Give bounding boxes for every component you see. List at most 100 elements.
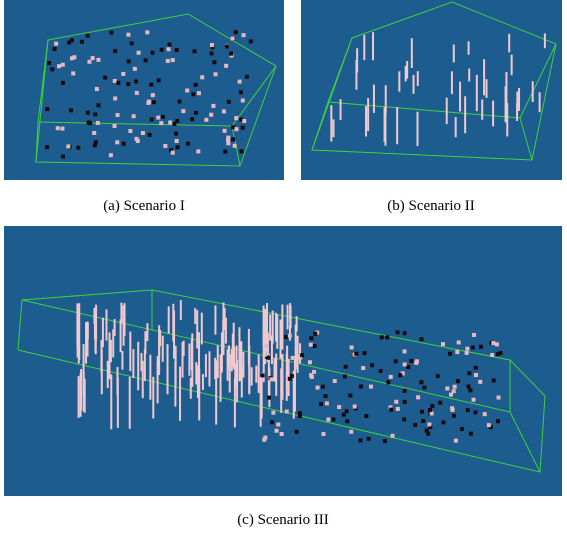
- particle: [175, 346, 177, 386]
- particle: [201, 313, 203, 345]
- particle: [96, 121, 100, 125]
- particle: [464, 96, 466, 133]
- particle: [96, 58, 100, 62]
- particle: [61, 81, 65, 85]
- particle: [403, 331, 407, 335]
- particle: [330, 105, 332, 141]
- particle: [152, 100, 156, 104]
- particle: [466, 408, 470, 412]
- particle: [345, 419, 349, 423]
- particle: [229, 52, 233, 56]
- particle: [354, 352, 358, 356]
- particle: [270, 420, 274, 424]
- particle: [405, 66, 407, 82]
- particle: [384, 109, 386, 145]
- particle: [95, 87, 99, 91]
- particle: [455, 117, 457, 137]
- particle: [287, 305, 289, 330]
- particle: [162, 336, 164, 362]
- particle: [413, 423, 417, 427]
- particle: [222, 303, 224, 356]
- particle: [137, 342, 139, 390]
- particle: [115, 140, 119, 144]
- particle: [220, 354, 222, 402]
- particle: [532, 81, 534, 102]
- particle: [229, 354, 231, 392]
- particle: [83, 372, 85, 412]
- particle: [76, 303, 78, 346]
- particle: [415, 359, 419, 363]
- particle: [468, 388, 472, 392]
- particle: [175, 139, 179, 143]
- particle: [167, 47, 171, 51]
- particle: [156, 116, 160, 120]
- particle: [78, 303, 80, 345]
- particle: [223, 150, 227, 154]
- particle: [53, 47, 57, 51]
- particle: [445, 386, 449, 390]
- particle: [468, 41, 470, 54]
- particle: [465, 347, 469, 351]
- particle: [508, 34, 510, 52]
- particle: [56, 126, 60, 130]
- particle: [260, 377, 262, 427]
- particle: [411, 38, 413, 68]
- particle: [175, 119, 179, 123]
- particle: [297, 336, 299, 373]
- particle: [140, 353, 142, 371]
- particle: [87, 321, 89, 356]
- particle: [227, 349, 229, 380]
- particle: [208, 351, 210, 386]
- particle: [486, 79, 488, 98]
- particle: [467, 371, 471, 375]
- particle: [465, 351, 469, 355]
- particle: [135, 91, 139, 95]
- particle: [389, 408, 393, 412]
- particle: [120, 319, 122, 352]
- particle: [321, 432, 325, 436]
- particle: [94, 140, 98, 144]
- particle: [481, 99, 483, 119]
- particle: [93, 112, 97, 116]
- particle: [367, 437, 371, 441]
- particle: [50, 67, 54, 71]
- particle: [103, 76, 107, 80]
- particle: [471, 346, 475, 350]
- particle: [296, 316, 298, 331]
- particle: [146, 101, 150, 105]
- particle: [483, 59, 485, 95]
- particle: [113, 96, 117, 100]
- particle: [313, 344, 317, 348]
- particle: [54, 42, 58, 46]
- particle: [469, 432, 473, 436]
- particle: [289, 303, 291, 323]
- particle: [361, 366, 365, 370]
- particle: [456, 379, 460, 383]
- particle: [269, 314, 271, 340]
- caption-b: (b) Scenario II: [387, 198, 474, 214]
- particle: [479, 345, 483, 349]
- particle: [94, 308, 96, 340]
- particle: [293, 371, 295, 419]
- particle: [70, 56, 74, 60]
- particle: [128, 129, 132, 133]
- particle: [122, 142, 126, 146]
- particle: [419, 337, 423, 341]
- particle: [263, 306, 265, 345]
- particle: [453, 385, 457, 389]
- particle: [168, 121, 172, 125]
- particle: [76, 146, 80, 150]
- particle: [174, 132, 178, 136]
- particle: [340, 99, 342, 120]
- particle: [116, 113, 120, 117]
- particle: [110, 374, 112, 429]
- particle: [222, 109, 226, 113]
- particle: [182, 342, 184, 378]
- particle: [324, 394, 328, 398]
- particle: [126, 33, 130, 37]
- particle: [211, 104, 215, 108]
- particle: [171, 151, 175, 155]
- particle: [474, 410, 478, 414]
- particle: [110, 340, 112, 362]
- particle: [281, 304, 283, 349]
